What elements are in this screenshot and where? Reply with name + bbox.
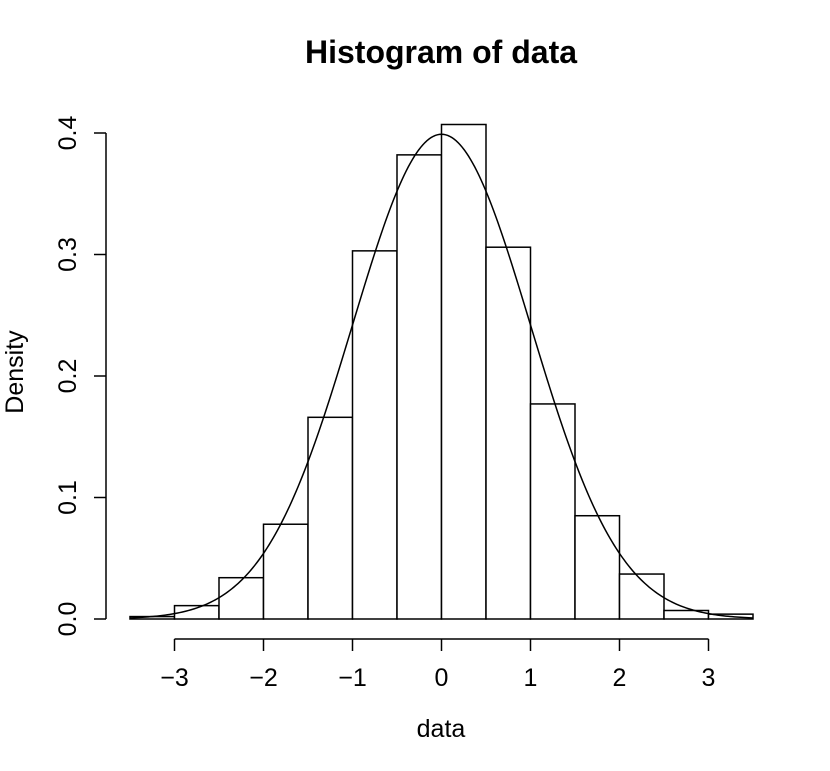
x-axis-label: data [417,715,466,743]
histogram-bar-3 [262,523,309,620]
y-axis: 0.0 0.1 0.2 0.3 0.4 [54,116,107,637]
x-tick-label-3: 0 [435,664,449,692]
y-tick-label-3: 0.3 [54,237,82,272]
histogram-bar-2 [218,576,265,620]
y-axis-label: Density [1,330,29,414]
x-tick-label-0: −3 [160,664,189,692]
y-tick-label-4: 0.4 [54,116,82,151]
y-tick-label-2: 0.2 [54,359,82,394]
histogram-bar-4 [307,416,354,620]
x-tick-label-2: −1 [338,664,367,692]
histogram-bar-7 [440,123,487,620]
chart-title: Histogram of data [305,34,577,70]
histogram-bar-5 [351,250,398,620]
histogram-bar-9 [529,403,576,620]
histogram-bar-10 [574,514,621,620]
normal-density-curve [129,133,754,619]
histogram-bar-8 [485,246,532,620]
histogram-bar-11 [618,573,665,620]
x-tick-label-5: 2 [613,664,627,692]
histogram-bar-6 [396,154,443,620]
x-tick-label-4: 1 [524,664,538,692]
y-tick-label-0: 0.0 [54,602,82,637]
y-tick-label-1: 0.1 [54,480,82,515]
x-tick-label-1: −2 [249,664,278,692]
x-tick-label-6: 3 [702,664,716,692]
histogram-bars [129,123,754,620]
x-axis: −3 −2 −1 0 1 2 3 [160,638,716,692]
